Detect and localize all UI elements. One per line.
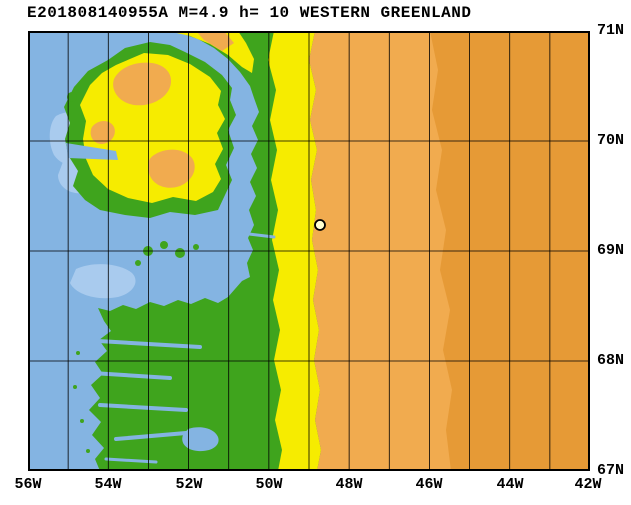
disko-island-elevation-orange-west: [90, 121, 115, 144]
island-hareo: [67, 92, 77, 102]
map-canvas: [28, 31, 590, 471]
coast-skerry: [73, 385, 77, 389]
fjord-line: [104, 457, 158, 464]
page-title: E201808140955A M=4.9 h= 10 WESTERN GREEN…: [27, 4, 472, 22]
fjord-line: [114, 431, 188, 441]
y-axis-label-71n: 71N: [597, 22, 625, 39]
x-axis-label-48w: 48W: [335, 476, 363, 493]
grid-lines: [28, 31, 590, 471]
bay-island: [135, 260, 141, 266]
y-axis-label-69n: 69N: [597, 242, 625, 259]
x-axis-label-42w: 42W: [574, 476, 602, 493]
x-axis-label-44w: 44W: [496, 476, 524, 493]
map-frame: [28, 31, 590, 471]
disko-fjord: [66, 143, 118, 160]
epicenter-marker: [314, 219, 326, 231]
y-axis-label-68n: 68N: [597, 352, 625, 369]
map-svg: [28, 31, 590, 471]
x-axis-label-46w: 46W: [415, 476, 443, 493]
y-axis-label-70n: 70N: [597, 132, 625, 149]
coast-skerry: [80, 419, 84, 423]
bay-island: [175, 248, 185, 258]
bay-island: [160, 241, 168, 249]
peninsula-elevation-orange: [196, 31, 234, 51]
bay-island: [193, 244, 199, 250]
disko-island-elevation-orange-north: [113, 62, 172, 106]
coast-skerry: [76, 351, 80, 355]
fjord-line: [96, 339, 202, 349]
x-axis-label-50w: 50W: [255, 476, 283, 493]
coast-skerry: [86, 449, 90, 453]
icefjord-jakobshavn: [247, 232, 276, 239]
y-axis-label-67n: 67N: [597, 462, 625, 479]
disko-island-elevation-orange-south: [148, 149, 195, 188]
shallow-water-patch-disko-bay: [70, 264, 136, 299]
x-axis-label-52w: 52W: [175, 476, 203, 493]
inner-bay-lake: [182, 427, 219, 452]
fjord-line: [98, 403, 188, 412]
x-axis-label-56w: 56W: [14, 476, 42, 493]
x-axis-label-54w: 54W: [94, 476, 122, 493]
fjord-line: [90, 371, 172, 380]
